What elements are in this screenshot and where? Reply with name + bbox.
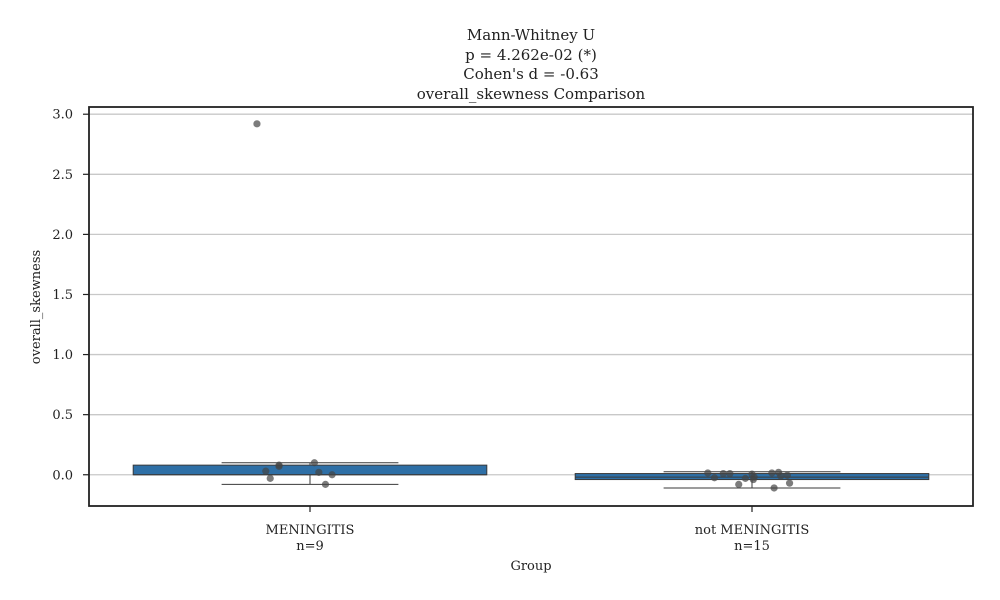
data-point [749, 475, 757, 484]
y-tick-label: 2.5 [52, 168, 73, 183]
plot-frame [88, 106, 974, 507]
x-tick-label: MENINGITIS [266, 523, 355, 538]
x-tick-label: not MENINGITIS [695, 523, 809, 538]
x-tick-count-label: n=9 [296, 539, 324, 554]
data-point [710, 474, 719, 482]
data-points [253, 120, 794, 492]
data-point [262, 467, 270, 475]
data-point [315, 468, 323, 476]
data-point [785, 479, 794, 487]
y-tick-label: 0.5 [52, 408, 73, 423]
title-line-3: Cohen's d = -0.63 [463, 65, 598, 83]
x-tick-count-label: n=15 [734, 539, 770, 554]
title-line-1: Mann-Whitney U [467, 26, 595, 44]
data-point [768, 469, 776, 477]
data-point [321, 480, 330, 488]
title-line-2: p = 4.262e-02 (*) [465, 46, 597, 64]
data-point [266, 474, 274, 482]
data-point [741, 474, 749, 482]
data-point [704, 469, 712, 477]
data-point [275, 462, 283, 470]
gridlines [89, 113, 973, 476]
data-point [719, 469, 727, 478]
x-axis-label: Group [510, 559, 551, 574]
data-point [770, 484, 778, 492]
data-point [328, 471, 336, 479]
data-point [783, 471, 791, 479]
y-tick-label: 1.5 [52, 288, 73, 303]
y-tick-label: 0.0 [52, 468, 73, 483]
data-point [253, 120, 261, 128]
box-iqr [132, 464, 488, 476]
y-tick-label: 3.0 [52, 108, 73, 123]
data-point [310, 459, 319, 467]
title-line-4: overall_skewness Comparison [417, 85, 646, 103]
data-point [735, 480, 743, 488]
y-tick-label: 1.0 [52, 348, 73, 363]
y-axis-label: overall_skewness [29, 250, 44, 364]
y-tick-label: 2.0 [52, 228, 73, 243]
chart-title: Mann-Whitney U p = 4.262e-02 (*) Cohen's… [417, 26, 646, 103]
data-point [777, 472, 785, 480]
data-point [726, 469, 734, 478]
